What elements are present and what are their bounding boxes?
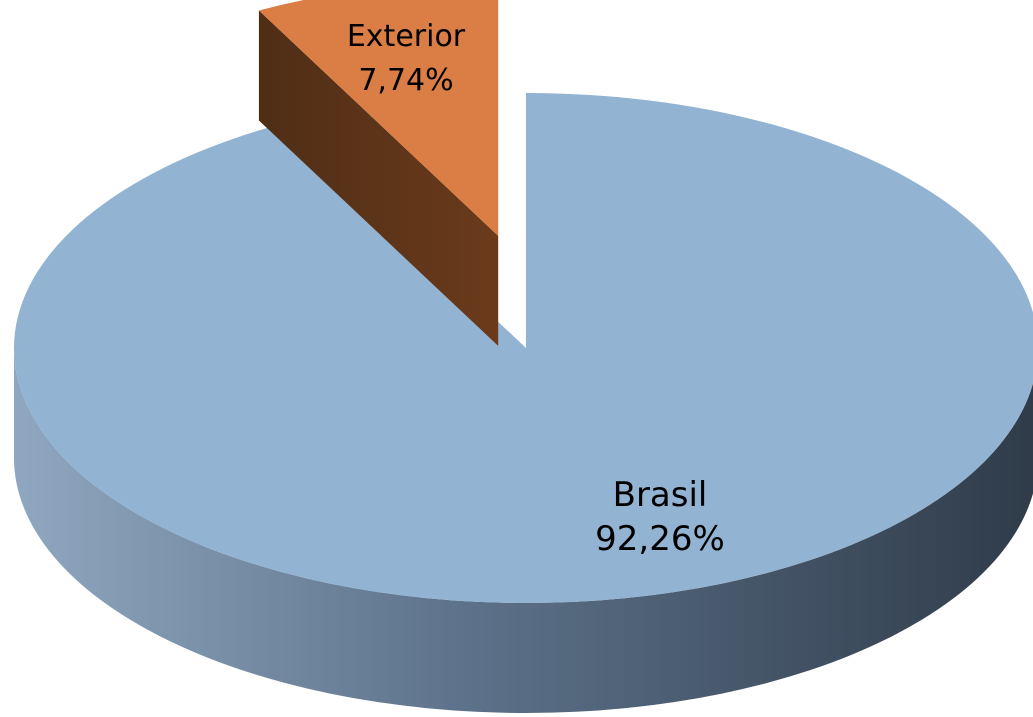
slice-label-brasil: Brasil bbox=[613, 475, 708, 515]
pie-slice-exterior bbox=[258, 0, 499, 236]
slice-value-brasil: 92,26% bbox=[595, 519, 725, 559]
slice-value-exterior: 7,74% bbox=[358, 63, 453, 98]
pie-slice-exterior-side bbox=[258, 10, 499, 346]
pie-slice-brasil bbox=[14, 93, 1033, 603]
pie-slice-brasil-side bbox=[14, 348, 1033, 713]
slice-label-exterior: Exterior bbox=[347, 19, 466, 54]
